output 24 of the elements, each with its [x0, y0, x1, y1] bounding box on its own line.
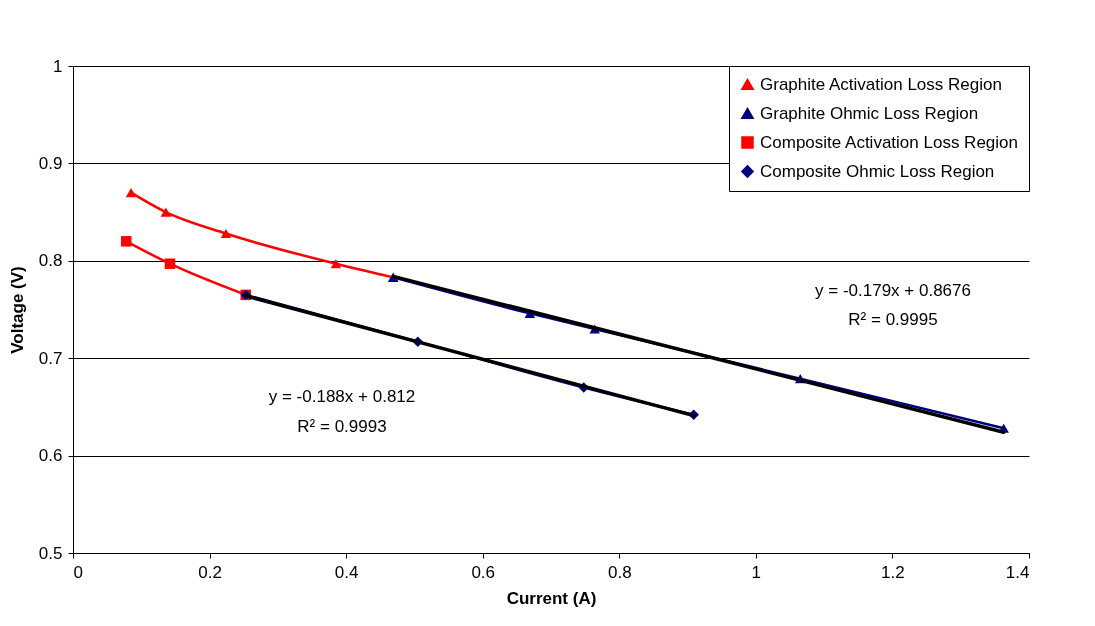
x-tick-label: 0.8 — [607, 562, 632, 582]
y-tick-label: 0.7 — [38, 348, 63, 368]
y-tick-label: 1 — [53, 56, 63, 76]
y-tick-label: 0.5 — [38, 543, 63, 563]
annotation: R² = 0.9993 — [297, 417, 387, 436]
x-tick-label: 0.2 — [198, 562, 222, 582]
annotation: R² = 0.9995 — [848, 310, 938, 329]
x-tick-label: 1.4 — [1005, 562, 1030, 582]
annotation: y = -0.179x + 0.8676 — [815, 281, 971, 300]
y-tick-label: 0.9 — [38, 153, 63, 173]
y-tick-label: 0.6 — [38, 446, 63, 466]
annotation: y = -0.188x + 0.812 — [268, 387, 416, 406]
legend-label: Graphite Ohmic Loss Region — [760, 103, 979, 123]
x-tick-label: 0.4 — [334, 562, 359, 582]
x-tick-label: 1 — [751, 562, 762, 582]
x-axis-title: Current (A) — [506, 588, 597, 608]
legend-label: Graphite Activation Loss Region — [760, 74, 1002, 94]
y-axis-title: Voltage (V) — [7, 266, 27, 354]
legend-label: Composite Activation Loss Region — [760, 132, 1018, 152]
legend-label: Composite Ohmic Loss Region — [760, 161, 995, 181]
y-tick-label: 0.8 — [38, 251, 63, 271]
x-tick-label: 0 — [73, 562, 83, 582]
x-tick-label: 0.6 — [471, 562, 496, 582]
x-tick-label: 1.2 — [881, 562, 905, 582]
